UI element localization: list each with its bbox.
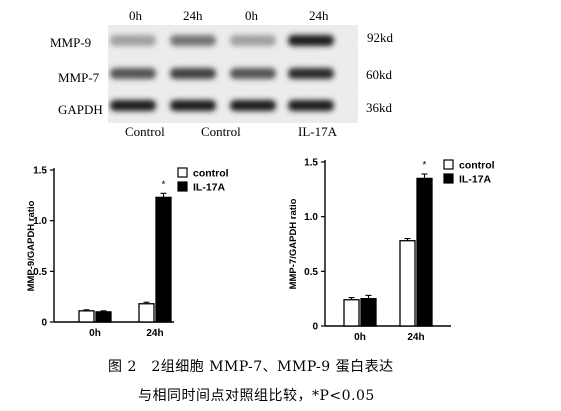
legend-label: control	[459, 160, 495, 172]
y-axis-label: MMP-7/GAPDH ratio	[288, 198, 299, 289]
x-tick-label: 24h	[146, 328, 163, 339]
legend-swatch	[177, 181, 188, 192]
legend-swatch	[443, 159, 454, 170]
bar-control	[78, 310, 95, 323]
significance-marker: *	[162, 179, 166, 190]
blot-band	[110, 35, 156, 46]
blot-band	[230, 35, 276, 46]
kd-label-mmp9: 92kd	[367, 30, 393, 45]
kd-label-mmp7: 60kd	[366, 67, 392, 82]
blot-band	[170, 35, 216, 46]
group-label: Control	[201, 124, 241, 139]
mmp7-ratio-chart: 0 0.5 1.0 1.5 MMP-7/GAPDH ratio 0h 24h * control…	[282, 150, 542, 350]
y-tick-label: 1.5	[33, 166, 47, 177]
bar-control	[399, 240, 416, 327]
lane-time-label: 24h	[309, 8, 329, 23]
lane-time-label: 0h	[129, 8, 142, 23]
mmp7-chart-svg: 0 0.5 1.0 1.5 MMP-7/GAPDH ratio 0h 24h * control…	[288, 158, 495, 344]
x-tick-label: 0h	[354, 332, 366, 343]
figure-caption-line1: 图 2 2组细胞 MMP-7、MMP-9 蛋白表达	[108, 359, 394, 375]
band-name-mmp9: MMP-9	[50, 35, 92, 50]
kd-label-gapdh: 36kd	[366, 100, 392, 115]
blot-band	[288, 100, 334, 111]
legend-label: IL-17A	[459, 174, 492, 186]
blot-band	[110, 100, 156, 111]
significance-marker: *	[423, 160, 427, 171]
lane-time-label: 0h	[245, 8, 258, 23]
x-tick-label: 0h	[89, 328, 101, 339]
bar-il-17a	[360, 298, 377, 327]
blot-band	[110, 68, 156, 79]
blot-band	[170, 68, 216, 79]
legend-label: IL-17A	[193, 182, 226, 194]
band-name-gapdh: GAPDH	[58, 102, 103, 117]
legend-swatch	[443, 173, 454, 184]
x-tick-label: 24h	[407, 332, 424, 343]
lane-time-label: 24h	[183, 8, 203, 23]
y-tick-label: 1.5	[304, 158, 318, 169]
y-axis-label: MMP-9/GAPDH ratio	[26, 200, 37, 291]
western-blot-panel: 0h 24h 0h 24h MMP-9 MMP-7 GAPDH 92kd 60k…	[0, 0, 561, 150]
mmp9-chart-svg: 0 0.5 1.0 1.5 MMP-9/GAPDH ratio 0h 24h * control…	[26, 166, 229, 340]
bar-il-17a	[416, 177, 433, 327]
legend-swatch	[177, 167, 188, 178]
group-label: Control	[125, 124, 165, 139]
legend-label: control	[193, 168, 229, 180]
blot-image	[108, 25, 358, 123]
blot-band	[288, 35, 334, 46]
bar-control	[138, 303, 155, 323]
blot-band	[170, 100, 216, 111]
bar-control	[343, 299, 360, 327]
blot-band	[230, 100, 276, 111]
y-tick-label: 1.0	[33, 216, 47, 227]
y-tick-label: 0.5	[304, 267, 318, 278]
y-tick-label: 0.5	[33, 267, 47, 278]
bar-il-17a	[95, 311, 112, 323]
bar-il-17a	[155, 196, 172, 323]
blot-band	[230, 68, 276, 79]
band-name-mmp7: MMP-7	[58, 70, 100, 85]
y-tick-label: 1.0	[304, 212, 318, 223]
mmp9-ratio-chart: 0 0.5 1.0 1.5 MMP-9/GAPDH ratio 0h 24h * control…	[22, 160, 267, 350]
y-tick-label: 0	[41, 318, 47, 329]
figure-caption-line2: 与相同时间点对照组比较，*P<0.05	[138, 388, 375, 404]
blot-band	[288, 68, 334, 79]
y-tick-label: 0	[312, 322, 318, 333]
group-label: IL-17A	[298, 124, 337, 139]
